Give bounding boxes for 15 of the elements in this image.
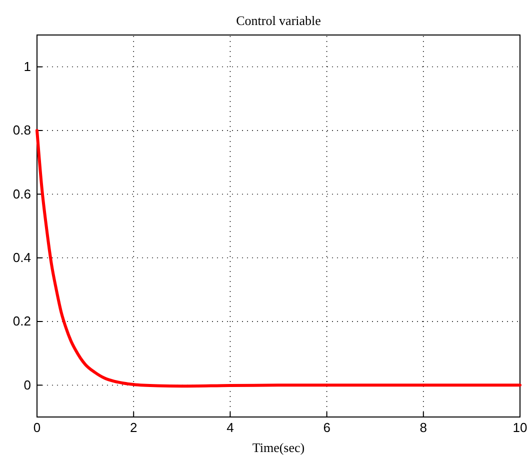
y-tick-label: 0.6	[12, 186, 31, 202]
chart-title: Control variable	[236, 13, 322, 28]
y-tick-label: 1	[24, 58, 31, 74]
x-tick-label: 0	[33, 420, 41, 436]
y-tick-label: 0.8	[12, 122, 31, 138]
x-tick-label: 6	[323, 420, 330, 436]
x-tick-label: 8	[420, 420, 428, 436]
x-tick-label: 2	[130, 420, 138, 436]
y-tick-label: 0.4	[12, 250, 31, 265]
x-tick-label: 10	[512, 420, 528, 436]
x-axis-title: Time(sec)	[252, 440, 305, 455]
y-tick-label: 0.2	[12, 314, 31, 329]
x-tick-label: 4	[226, 420, 234, 436]
y-tick-label: 0	[24, 377, 31, 392]
line-series	[36, 129, 522, 388]
